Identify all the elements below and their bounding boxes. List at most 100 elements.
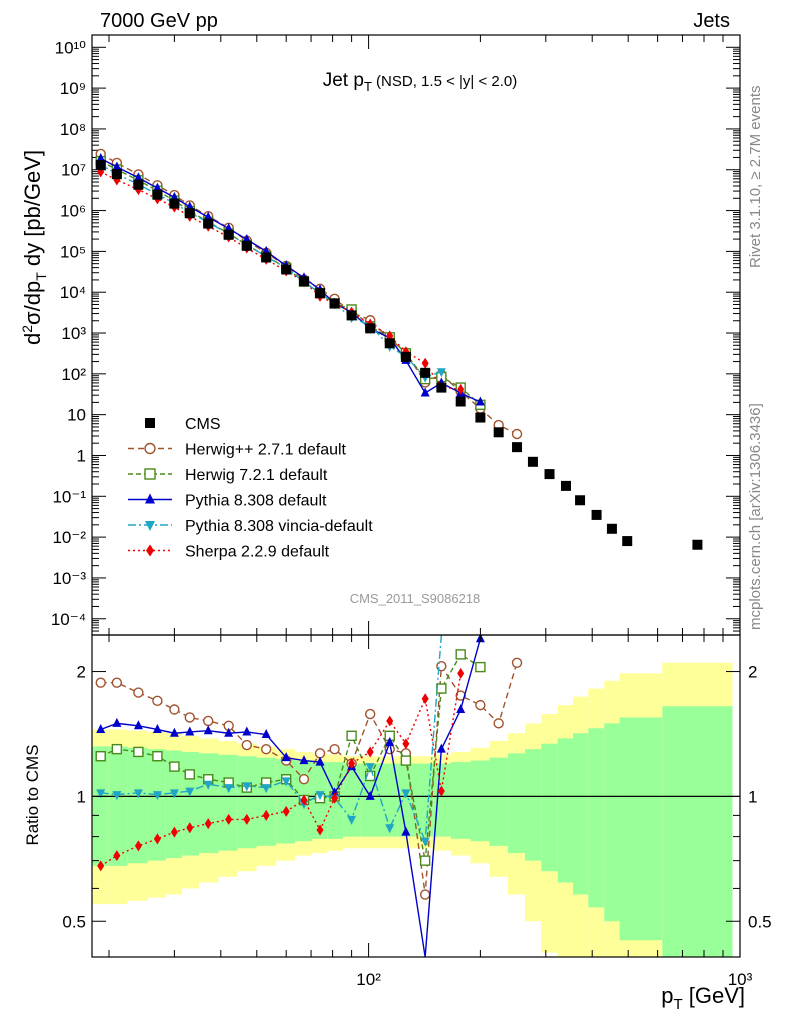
- ratio-line-1: [100, 653, 481, 861]
- marker-triangle-up: [96, 153, 106, 163]
- marker-triangle-up: [112, 717, 122, 727]
- band-inner: [433, 763, 452, 837]
- marker-triangle-up: [436, 743, 446, 753]
- band-inner: [276, 759, 296, 844]
- marker-square: [133, 179, 144, 190]
- marker-square: [298, 276, 309, 287]
- marker-open-circle: [419, 889, 431, 900]
- marker-diamond: [186, 822, 194, 834]
- marker-square: [622, 536, 633, 547]
- marker-open-square: [111, 743, 123, 755]
- marker-diamond: [386, 715, 394, 727]
- marker-open-circle: [475, 699, 486, 711]
- y-tick-label: 10⁹: [60, 79, 86, 98]
- marker-diamond: [316, 824, 324, 836]
- band-inner: [588, 728, 605, 908]
- marker-square: [512, 442, 523, 453]
- x-tick-label: 10³: [728, 970, 753, 989]
- band-inner: [343, 763, 361, 837]
- ratio-ticks: 10² 10³ 0.5 0.5 1 1 2 2: [62, 635, 772, 989]
- ratio-y-tick-label: 1: [77, 787, 86, 806]
- marker-diamond: [437, 785, 445, 797]
- watermark: CMS_2011_S9086218: [350, 591, 481, 606]
- marker-diamond: [366, 746, 374, 758]
- marker-triangle-down: [385, 824, 395, 834]
- ratio-y-tick-label-right: 0.5: [748, 912, 772, 931]
- y-tick-label: 10⁶: [60, 202, 86, 221]
- marker-square: [261, 252, 272, 263]
- marker-triangle-down: [401, 789, 411, 799]
- marker-square: [606, 523, 617, 534]
- marker-diamond: [300, 794, 308, 806]
- header-left: 7000 GeV pp: [100, 10, 218, 32]
- ratio-line-2: [100, 638, 482, 958]
- marker-triangle-down: [420, 837, 430, 847]
- ratio-y-tick-label: 0.5: [62, 912, 86, 931]
- marker-square: [455, 396, 466, 407]
- marker-triangle-down: [347, 815, 357, 825]
- marker-triangle-down: [152, 791, 162, 801]
- marker-open-circle: [169, 704, 180, 715]
- x-axis-label: pT [GeV]: [661, 983, 745, 1013]
- marker-open-square: [133, 746, 144, 758]
- marker-triangle-down: [242, 782, 252, 792]
- marker-triangle-down: [436, 368, 446, 378]
- marker-triangle-down: [133, 789, 143, 799]
- marker-triangle-down: [203, 780, 213, 790]
- marker-triangle-up: [475, 396, 485, 406]
- band-inner: [237, 756, 257, 849]
- marker-diamond: [402, 738, 410, 750]
- marker-triangle-down: [185, 787, 195, 797]
- marker-triangle-down: [315, 791, 325, 801]
- marker-open-square: [144, 468, 156, 480]
- marker-diamond: [153, 833, 161, 845]
- rivet-label: Rivet 3.1.10, ≥ 2.7M events: [747, 86, 764, 269]
- ratio-series-4: [97, 667, 465, 872]
- marker-square: [493, 427, 504, 438]
- marker-open-square: [475, 661, 486, 673]
- main-line-2: [100, 157, 481, 403]
- marker-open-circle: [184, 712, 195, 723]
- marker-diamond: [113, 850, 121, 862]
- marker-open-circle: [298, 774, 310, 785]
- ratio-y-tick-label: 2: [77, 663, 86, 682]
- marker-open-square: [169, 761, 180, 772]
- legend: CMS Herwig++ 2.7.1 default Herwig 7.2.1 de…: [128, 416, 373, 561]
- marker-diamond: [97, 860, 105, 872]
- y-tick-label: 1: [77, 446, 86, 465]
- marker-triangle-up: [365, 790, 375, 800]
- marker-triangle-up: [203, 725, 213, 735]
- marker-triangle-up: [145, 493, 155, 504]
- marker-square: [400, 351, 411, 362]
- marker-open-square: [95, 751, 106, 762]
- marker-diamond: [204, 818, 212, 830]
- marker-triangle-up: [401, 826, 411, 836]
- marker-square: [575, 495, 586, 506]
- marker-triangle-up: [281, 752, 291, 762]
- marker-triangle-up: [385, 736, 395, 746]
- marker-square: [281, 264, 292, 275]
- marker-open-circle: [95, 677, 106, 688]
- marker-open-circle: [133, 687, 144, 698]
- marker-triangle-up: [169, 727, 179, 737]
- marker-diamond: [134, 840, 142, 852]
- marker-diamond: [421, 357, 429, 369]
- band-inner: [489, 757, 508, 846]
- marker-square: [591, 509, 602, 520]
- y-tick-label: 10: [67, 406, 86, 425]
- y-tick-label: 10²: [61, 365, 86, 384]
- marker-diamond: [146, 544, 154, 557]
- marker-diamond: [243, 813, 251, 825]
- marker-square: [346, 310, 357, 321]
- marker-triangle-down: [281, 777, 291, 787]
- band-inner: [507, 753, 525, 854]
- band-inner: [379, 763, 398, 837]
- marker-square: [152, 189, 163, 200]
- y-tick-label: 10¹⁰: [55, 38, 87, 57]
- marker-triangle-down: [224, 784, 234, 794]
- marker-open-circle: [314, 748, 326, 759]
- marker-open-circle: [365, 708, 376, 720]
- legend-label: Pythia 8.308 default: [185, 493, 327, 510]
- legend-label: Pythia 8.308 vincia-default: [185, 518, 373, 535]
- marker-square: [384, 338, 395, 349]
